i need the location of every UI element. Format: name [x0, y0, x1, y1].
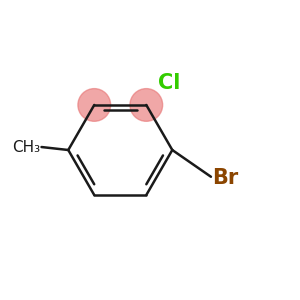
Text: CH₃: CH₃: [12, 140, 40, 154]
Circle shape: [130, 88, 163, 121]
Text: Br: Br: [212, 168, 239, 188]
Text: Cl: Cl: [158, 73, 181, 93]
Circle shape: [78, 88, 111, 121]
